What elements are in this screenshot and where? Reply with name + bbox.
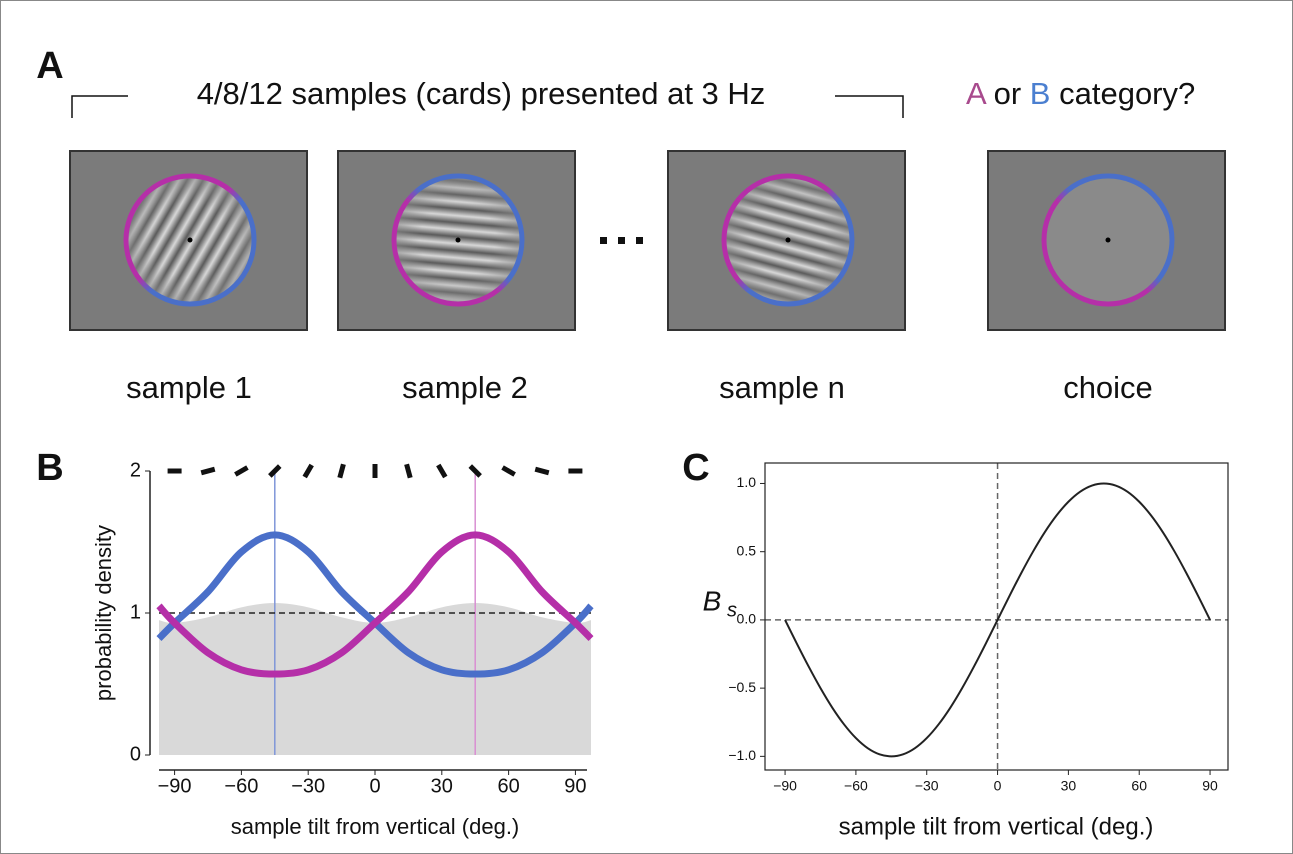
card	[987, 150, 1226, 331]
x-tick-label: 30	[1061, 778, 1077, 794]
y-tick-label: 0	[130, 743, 141, 765]
question-rest: category?	[1059, 76, 1195, 111]
ellipsis	[600, 237, 643, 244]
or: or	[994, 76, 1022, 111]
x-tick-label: 0	[369, 775, 380, 797]
orientation-marker	[404, 463, 413, 479]
y-tick-label: 1	[130, 601, 141, 623]
x-tick-label: 60	[1131, 778, 1147, 794]
card-label: sample 2	[402, 370, 528, 405]
x-axis-label: sample tilt from vertical (deg.)	[839, 813, 1154, 840]
plot-frame	[764, 462, 1229, 771]
question: A or B category?	[966, 76, 1195, 111]
x-tick-label: 0	[994, 778, 1002, 794]
line	[156, 531, 594, 678]
y-axis-label: probability density	[91, 525, 116, 701]
sequence-caption: 4/8/12 samples (cards) presented at 3 Hz	[197, 76, 766, 111]
x-tick-label: 90	[1202, 778, 1218, 794]
x-tick-label: −60	[844, 778, 868, 794]
x-tick-label: −90	[158, 775, 192, 797]
x-tick-label: 90	[564, 775, 586, 797]
x-tick-label: 60	[497, 775, 519, 797]
area	[159, 603, 591, 755]
option-b: B	[1030, 76, 1051, 111]
y-tick-label: 0.5	[737, 542, 757, 558]
panel-label: A	[36, 45, 63, 87]
orientation-marker	[302, 463, 314, 479]
card	[337, 150, 576, 331]
orientation-marker	[268, 464, 282, 478]
orientation-marker	[200, 466, 216, 476]
option-a: A	[966, 76, 987, 111]
x-tick-label: 30	[431, 775, 453, 797]
y-tick-label: −0.5	[728, 679, 756, 695]
x-axis-label: sample tilt from vertical (deg.)	[231, 814, 520, 839]
card-label: choice	[1063, 370, 1153, 405]
orientation-marker	[501, 465, 516, 477]
orientation-marker	[534, 466, 550, 476]
y-axis-label: B	[703, 585, 722, 616]
line	[784, 482, 1211, 758]
y-tick-label: −1.0	[728, 747, 756, 763]
y-tick-label: 2	[130, 459, 141, 481]
panel-label: B	[36, 447, 63, 489]
bracket	[71, 95, 904, 118]
y-axis-label-subscript: s	[727, 599, 737, 621]
card	[69, 150, 308, 331]
panel-label: C	[682, 447, 709, 489]
card	[667, 150, 906, 331]
x-tick-label: −30	[291, 775, 325, 797]
orientation-marker	[337, 463, 346, 479]
orientation-marker	[234, 465, 249, 477]
card-label: sample 1	[126, 370, 252, 405]
y-tick-label: 0.0	[737, 611, 757, 627]
orientation-marker	[436, 463, 448, 479]
orientation-marker	[468, 464, 482, 478]
x-tick-label: −60	[224, 775, 258, 797]
card-label: sample n	[719, 370, 845, 405]
x-tick-label: −90	[773, 778, 797, 794]
y-tick-label: 1.0	[737, 474, 757, 490]
x-tick-label: −30	[915, 778, 939, 794]
